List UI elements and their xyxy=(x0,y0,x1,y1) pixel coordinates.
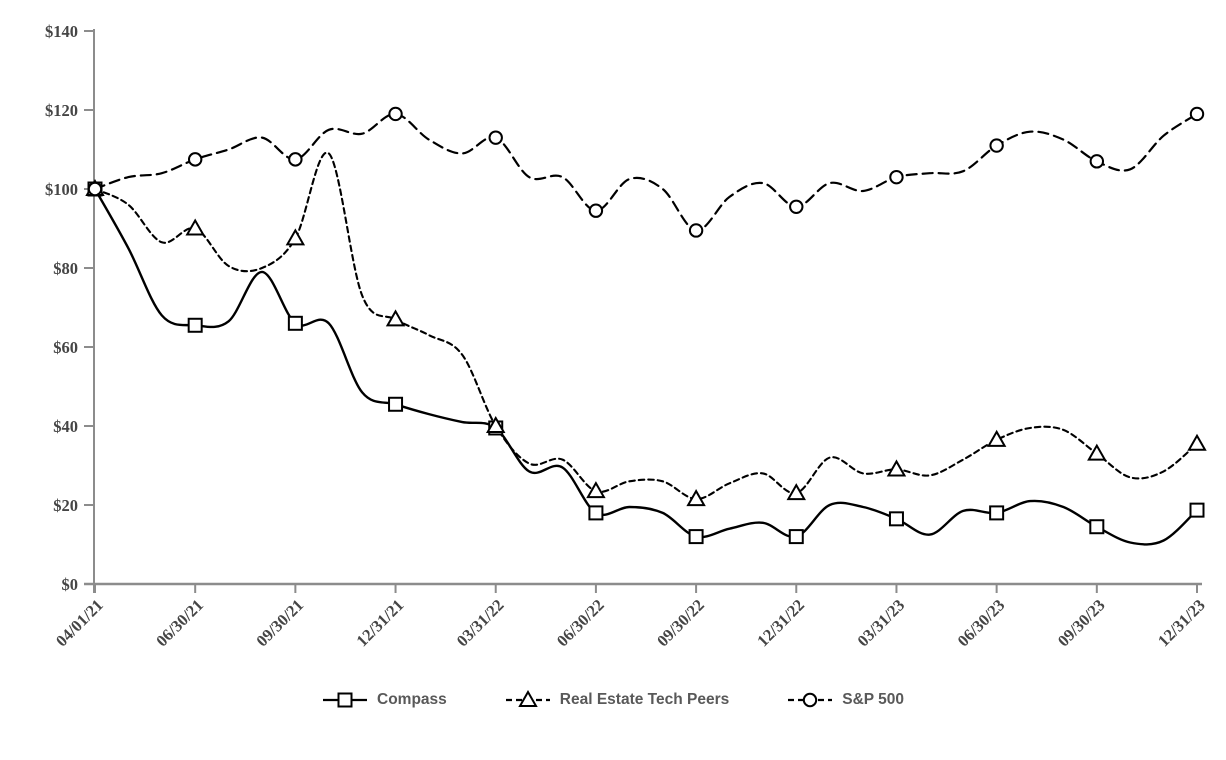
real-estate-tech-peers-marker xyxy=(285,228,306,246)
x-tick-label: 03/31/22 xyxy=(453,595,508,650)
s-p-500-marker xyxy=(488,130,503,145)
y-tick-label: $60 xyxy=(53,338,78,357)
y-tick-label: $140 xyxy=(45,22,78,41)
compass-marker xyxy=(1189,502,1205,518)
compass-marker xyxy=(688,529,704,545)
s-p-500-marker xyxy=(1089,154,1105,169)
x-tick-label: 09/30/23 xyxy=(1054,595,1109,650)
s-p-500-marker xyxy=(87,181,103,197)
x-tick-label: 12/31/23 xyxy=(1154,595,1209,650)
real-estate-tech-peers-marker xyxy=(1187,433,1207,451)
x-tick-label: 12/31/22 xyxy=(753,595,808,650)
legend-label-compass: Compass xyxy=(377,691,447,708)
chart-legend: Compass Real Estate Tech Peers S&P 500 xyxy=(0,690,1226,710)
real-estate-tech-peers-marker xyxy=(586,481,606,499)
x-tick-label: 06/30/22 xyxy=(553,595,608,650)
real-estate-tech-peers-marker xyxy=(886,459,907,477)
s-p-500-legend-marker xyxy=(803,692,818,708)
s-p-500-marker xyxy=(688,223,704,238)
compass-marker xyxy=(588,505,604,521)
real-estate-tech-peers-marker xyxy=(686,489,706,507)
compass-marker xyxy=(187,317,203,333)
x-tick-label: 04/01/21 xyxy=(52,595,107,650)
real-estate-tech-peers-marker xyxy=(486,415,506,433)
y-tick-label: $40 xyxy=(53,417,78,436)
y-tick-label: $0 xyxy=(62,575,79,594)
s-p-500-marker xyxy=(1189,106,1205,122)
compass-marker xyxy=(388,396,404,412)
s-p-500-marker xyxy=(789,199,804,214)
real-estate-tech-peers-line xyxy=(93,151,1199,501)
real-estate-tech-peers-legend-marker xyxy=(518,690,538,707)
s-p-500-marker xyxy=(588,203,604,218)
compass-marker xyxy=(788,529,804,545)
s-p-500-marker xyxy=(989,138,1004,153)
y-tick-label: $100 xyxy=(45,180,78,199)
compass-marker xyxy=(989,505,1005,521)
real-estate-tech-peers-marker xyxy=(385,309,406,327)
x-tick-label: 12/31/21 xyxy=(352,595,407,650)
compass-legend-marker xyxy=(337,692,353,708)
compass-marker xyxy=(1089,519,1105,535)
compass-legend-sample-icon xyxy=(323,692,367,708)
y-tick-label: $80 xyxy=(53,259,78,278)
s-p-500-marker xyxy=(288,152,303,167)
real-estate-tech-peers-legend-sample-icon xyxy=(505,690,550,707)
compass-marker xyxy=(888,511,904,527)
real-estate-tech-peers-marker xyxy=(185,218,205,236)
x-tick-label: 03/31/23 xyxy=(853,595,908,650)
compass-marker xyxy=(287,315,303,331)
legend-item-real-estate-tech-peers: Real Estate Tech Peers xyxy=(505,690,729,710)
y-tick-label: $120 xyxy=(45,101,78,120)
legend-label-real-estate-tech-peers: Real Estate Tech Peers xyxy=(559,691,730,708)
x-tick-label: 06/30/23 xyxy=(954,595,1009,650)
real-estate-tech-peers-marker xyxy=(786,483,806,501)
real-estate-tech-peers-marker xyxy=(1087,443,1107,461)
real-estate-tech-peers-marker xyxy=(986,429,1007,447)
legend-item-s-p-500: S&P 500 xyxy=(787,690,904,710)
s-p-500-marker xyxy=(187,152,203,167)
s-p-500-legend-sample-icon xyxy=(788,692,833,708)
y-tick-label: $20 xyxy=(53,496,78,515)
x-tick-label: 09/30/22 xyxy=(653,595,708,650)
s-p-500-line xyxy=(93,112,1199,232)
s-p-500-marker xyxy=(889,169,904,185)
compass-line xyxy=(93,187,1199,546)
legend-label-s-p-500: S&P 500 xyxy=(842,691,904,708)
s-p-500-marker xyxy=(388,106,403,122)
x-tick-label: 06/30/21 xyxy=(152,595,207,650)
legend-item-compass: Compass xyxy=(322,690,447,710)
x-tick-label: 09/30/21 xyxy=(252,595,307,650)
